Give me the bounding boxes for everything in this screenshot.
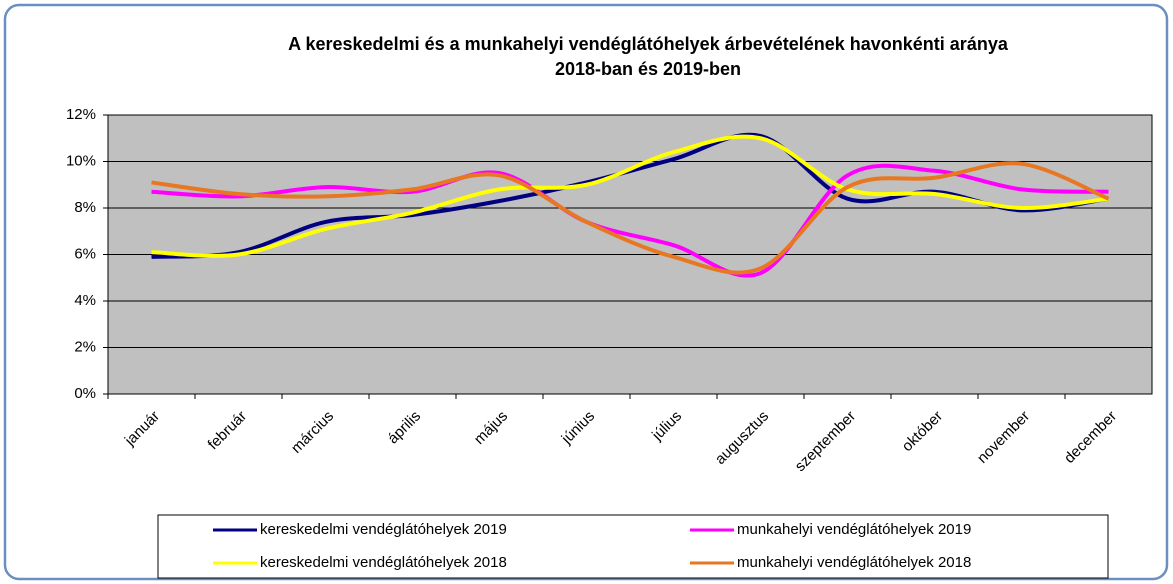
y-tick-label: 4% (74, 292, 96, 309)
series-line (151, 132, 1109, 259)
legend-label: kereskedelmi vendéglátóhelyek 2018 (260, 554, 507, 571)
series-line (151, 163, 1109, 278)
y-tick-label: 2% (74, 338, 96, 355)
y-tick-label: 12% (66, 106, 96, 123)
y-tick-label: 10% (66, 152, 96, 169)
legend (157, 514, 1109, 579)
chart-title: 2018-ban és 2019-ben (555, 59, 741, 79)
chart-title: A kereskedelmi és a munkahelyi vendéglát… (288, 34, 1009, 54)
legend-label: munkahelyi vendéglátóhelyek 2019 (737, 521, 971, 538)
legend-label: munkahelyi vendéglátóhelyek 2018 (737, 554, 971, 571)
y-tick-label: 8% (74, 199, 96, 216)
y-tick-label: 6% (74, 245, 96, 262)
legend-label: kereskedelmi vendéglátóhelyek 2019 (260, 521, 507, 538)
y-tick-label: 0% (74, 385, 96, 402)
series-line (151, 161, 1110, 275)
series-line (151, 134, 1109, 258)
